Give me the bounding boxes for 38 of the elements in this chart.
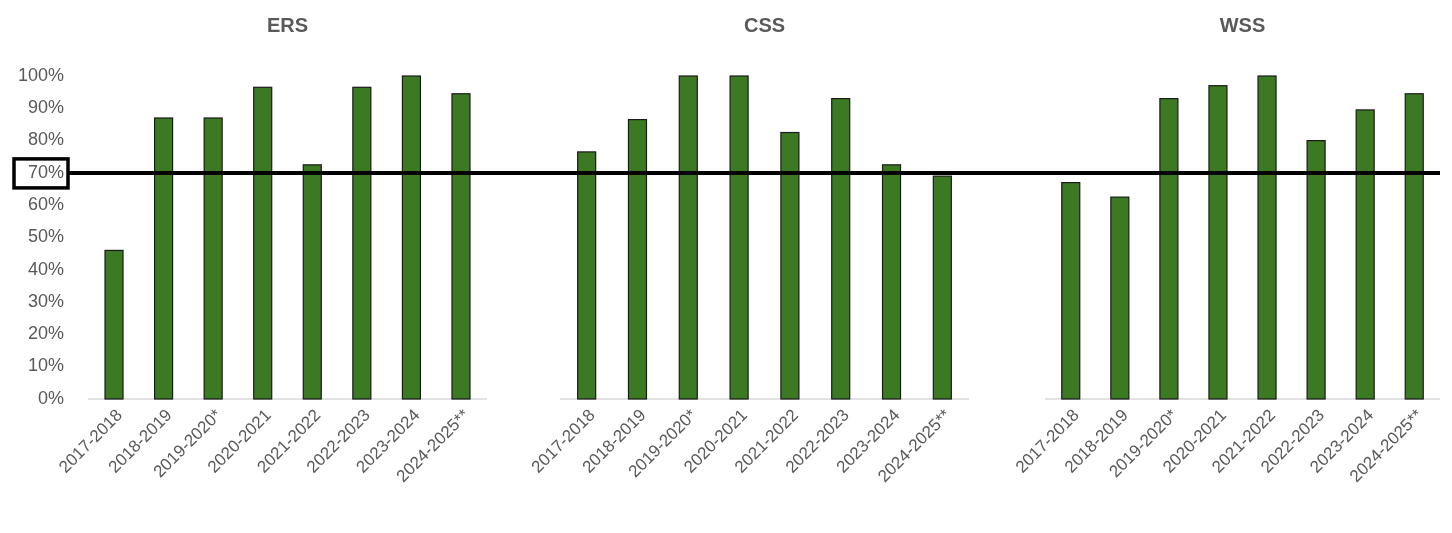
bar: [1110, 196, 1130, 400]
y-tick-label: 90%: [27, 97, 64, 118]
bar: [401, 75, 422, 400]
bar: [1306, 140, 1326, 400]
chart-title: CSS: [743, 14, 786, 36]
chart-title: WSS: [1219, 14, 1266, 36]
bar: [302, 164, 322, 400]
bar: [932, 175, 952, 400]
bar: [831, 98, 851, 400]
y-tick-label: 70%: [27, 161, 64, 182]
bar: [881, 164, 902, 400]
bar: [678, 75, 698, 400]
chart-title: ERS: [266, 14, 309, 36]
bar: [577, 151, 597, 400]
bar: [104, 249, 124, 400]
bar: [1208, 85, 1228, 400]
bar: [352, 86, 372, 400]
bar: [1061, 181, 1081, 400]
y-tick-label: 10%: [27, 355, 64, 376]
y-tick-label: 0%: [37, 387, 64, 408]
bar: [1404, 93, 1424, 400]
bar: [1355, 109, 1375, 400]
y-tick-label: 40%: [27, 258, 64, 279]
y-tick-label: 50%: [27, 226, 64, 247]
y-tick-label: 30%: [27, 290, 64, 311]
bar: [153, 117, 174, 400]
y-tick-label: 80%: [27, 129, 64, 150]
bar: [627, 119, 648, 400]
bar: [203, 117, 223, 400]
bar: [451, 93, 471, 400]
y-tick-label: 100%: [17, 64, 64, 85]
bar: [1257, 75, 1277, 400]
bar: [253, 86, 273, 400]
y-tick-label: 20%: [27, 323, 64, 344]
bar: [1159, 98, 1179, 400]
y-tick-label: 60%: [27, 193, 64, 214]
bar: [780, 131, 800, 400]
bar: [729, 75, 749, 400]
